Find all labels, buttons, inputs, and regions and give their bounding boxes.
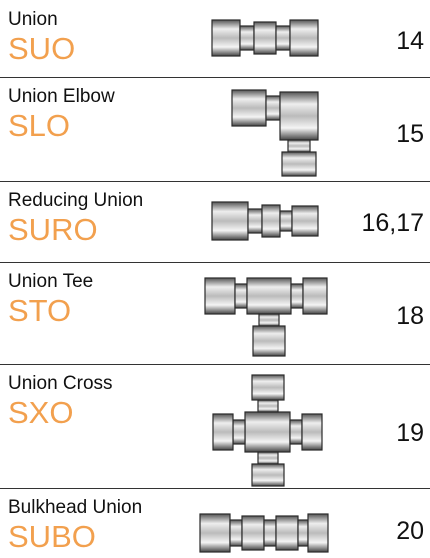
fitting-part: [265, 95, 281, 121]
item-code: SUBO: [8, 519, 96, 554]
fitting-part: [257, 399, 279, 413]
fitting-part: [253, 21, 277, 55]
fitting-part: [251, 374, 285, 401]
page-number: 19: [396, 419, 424, 447]
fitting-part: [257, 451, 279, 465]
item-name: Bulkhead Union: [8, 497, 142, 518]
fitting-part: [289, 419, 303, 445]
fitting-part: [241, 515, 265, 551]
fitting-part: [231, 89, 267, 127]
fitting-part: [279, 91, 319, 141]
fitting-icon: [212, 374, 323, 487]
fitting-part: [232, 419, 246, 445]
fitting-part: [212, 413, 234, 451]
fitting-part: [290, 283, 304, 309]
fitting-part: [244, 411, 291, 453]
fitting-part: [229, 519, 243, 547]
page-number: 20: [396, 517, 424, 545]
fitting-part: [279, 210, 293, 232]
fitting-part: [246, 277, 292, 315]
fitting-part: [289, 19, 319, 57]
fitting-part: [275, 515, 299, 551]
fitting-icon: [199, 513, 329, 553]
page-number: 16,17: [361, 209, 424, 237]
page-number: 15: [396, 120, 424, 148]
item-code: SURO: [8, 212, 98, 247]
item-code: SUO: [8, 31, 75, 66]
item-name: Reducing Union: [8, 190, 143, 211]
fitting-part: [204, 277, 236, 315]
fitting-part: [211, 201, 249, 241]
fitting-part: [275, 25, 291, 51]
item-name: Union Elbow: [8, 86, 115, 107]
item-name: Union Cross: [8, 373, 113, 394]
fitting-part: [199, 513, 231, 553]
fitting-part: [239, 25, 255, 51]
item-code: SXO: [8, 395, 73, 430]
fitting-part: [302, 277, 328, 315]
fitting-part: [307, 513, 329, 553]
item-code: STO: [8, 293, 71, 328]
fitting-part: [261, 204, 281, 238]
page-number: 18: [396, 302, 424, 330]
fitting-part: [258, 313, 280, 327]
fitting-icon: [204, 277, 328, 357]
page-number: 14: [396, 27, 424, 55]
fitting-part: [247, 208, 263, 234]
fitting-icon: [211, 19, 319, 57]
fitting-icon: [211, 201, 319, 241]
fitting-part: [211, 19, 241, 57]
item-code: SLO: [8, 108, 70, 143]
fitting-part: [251, 463, 285, 487]
fitting-part: [281, 151, 317, 177]
fitting-part: [252, 325, 286, 357]
fitting-part: [234, 283, 248, 309]
fitting-icon: [231, 89, 319, 177]
fitting-part: [287, 139, 311, 153]
item-name: Union Tee: [8, 271, 93, 292]
item-name: Union: [8, 9, 58, 30]
fitting-part: [297, 519, 309, 547]
fitting-part: [291, 205, 319, 237]
fitting-part: [301, 413, 323, 451]
fitting-part: [263, 519, 277, 547]
